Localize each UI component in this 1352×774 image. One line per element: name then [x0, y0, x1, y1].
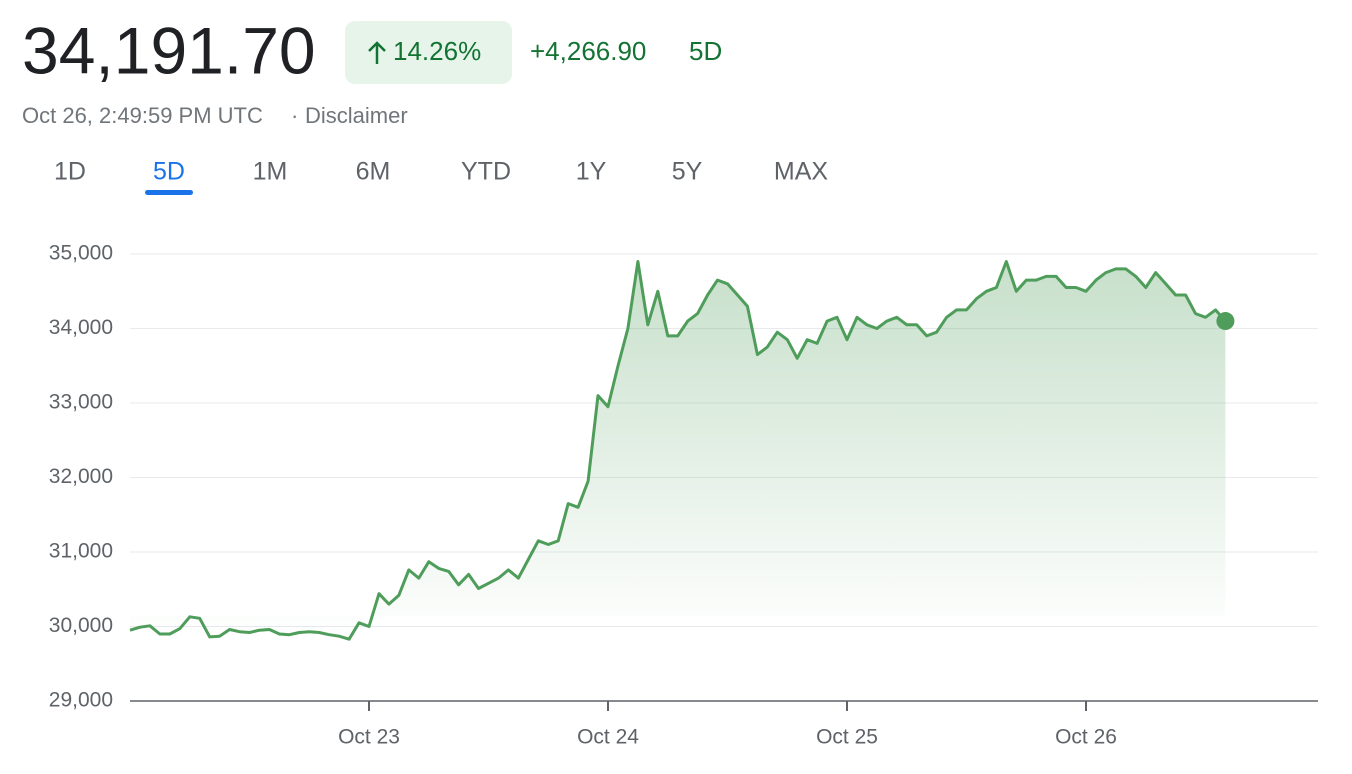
y-tick-label: 33,000 — [49, 391, 113, 414]
range-tab[interactable]: 6M — [356, 158, 391, 186]
arrow-up-icon — [368, 41, 386, 64]
range-tab[interactable]: MAX — [774, 158, 829, 186]
x-tick-label: Oct 25 — [816, 726, 878, 749]
range-tab[interactable]: 1M — [253, 158, 288, 186]
x-tick-label: Oct 26 — [1055, 726, 1117, 749]
range-tab[interactable]: 1D — [54, 158, 86, 186]
y-tick-label: 31,000 — [49, 540, 113, 563]
change-badge — [345, 21, 512, 84]
y-tick-label: 34,000 — [49, 316, 113, 339]
range-tab[interactable]: 5D — [153, 158, 185, 186]
separator: · — [291, 103, 298, 128]
range-tab[interactable]: YTD — [461, 158, 511, 186]
change-period: 5D — [689, 36, 722, 66]
range-tab[interactable]: 5Y — [672, 158, 703, 186]
tab-underline — [145, 190, 193, 195]
change-percent: 14.26% — [393, 36, 481, 66]
disclaimer-link[interactable]: Disclaimer — [305, 103, 408, 128]
y-tick-label: 35,000 — [49, 242, 113, 265]
area — [130, 261, 1226, 640]
y-tick-label: 29,000 — [49, 689, 113, 712]
change-value: +4,266.90 — [530, 36, 646, 66]
chart: 29,000 30,000 31,000 32,000 33,000 34,000 35,0… — [49, 242, 1318, 749]
range-tabs: 1D 5D 1M 6M YTD 1Y 5Y MAX — [54, 158, 828, 195]
price: 34,191.70 — [22, 13, 316, 87]
x-tick-label: Oct 23 — [338, 726, 400, 749]
price-line — [129, 260, 1227, 641]
y-tick-label: 30,000 — [49, 614, 113, 637]
range-tab[interactable]: 1Y — [576, 158, 607, 186]
x-tick-label: Oct 24 — [577, 726, 639, 749]
y-tick-label: 32,000 — [49, 465, 113, 488]
end-dot — [1216, 312, 1235, 331]
timestamp: Oct 26, 2:49:59 PM UTC — [22, 103, 263, 128]
